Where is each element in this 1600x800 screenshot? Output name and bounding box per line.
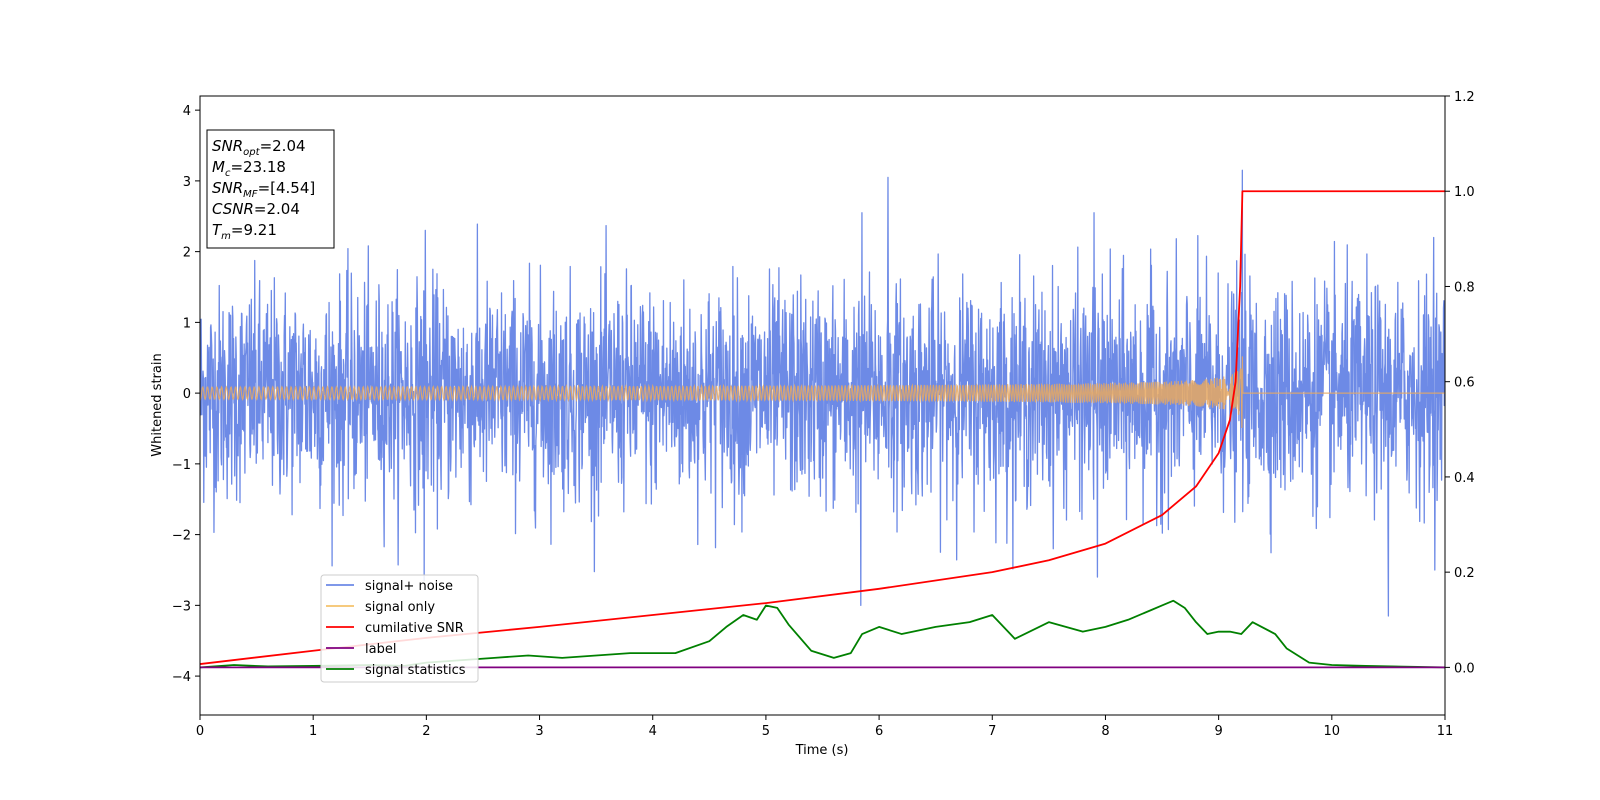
x-tick-label: 1	[309, 724, 317, 739]
legend-label: label	[365, 642, 396, 657]
series-cumulative-snr-line	[200, 190, 1445, 665]
legend-label: signal+ noise	[365, 579, 453, 594]
legend-label: cumilative SNR	[365, 621, 464, 636]
y-left-tick-label: 0	[183, 387, 191, 402]
legend-label: signal only	[365, 600, 435, 615]
series-signal-only-line	[200, 356, 1445, 429]
y-axis-left: −4 −3 −2 −1 0 1 2 3 4	[172, 104, 200, 685]
x-tick-label: 8	[1101, 724, 1109, 739]
x-tick-label: 0	[196, 724, 204, 739]
x-axis: 0 1 2 3 4 5 6 7 8 9 10 11	[196, 715, 1453, 739]
annotation-line: CSNR=2.04	[212, 200, 300, 218]
y-left-tick-label: 3	[183, 175, 191, 190]
x-tick-label: 4	[649, 724, 657, 739]
annotation-box-frame	[206, 129, 335, 249]
y-right-tick-label: 0.4	[1454, 471, 1475, 486]
x-tick-label: 9	[1214, 724, 1222, 739]
y-right-tick-label: 1.2	[1454, 90, 1475, 105]
legend: signal+ noise signal only cumilative SNR la…	[320, 574, 479, 683]
y-left-tick-label: 4	[183, 104, 191, 119]
y-left-tick-label: −1	[172, 458, 191, 473]
x-tick-label: 6	[875, 724, 883, 739]
x-tick-label: 2	[422, 724, 430, 739]
annotation-line: Tm=9.21	[212, 221, 277, 242]
annotation-line: SNRMF=[4.54]	[212, 179, 315, 200]
series-signal-statistics-line	[200, 599, 1445, 669]
y-axis-title: Whitened strain	[150, 353, 165, 456]
y-axis-right: 0.0 0.2 0.4 0.6 0.8 1.0 1.2	[1445, 90, 1475, 676]
y-right-tick-label: 0.0	[1454, 661, 1475, 676]
y-right-tick-label: 0.6	[1454, 376, 1475, 391]
annotation-line: Mc=23.18	[212, 158, 286, 179]
legend-frame	[320, 574, 479, 683]
x-tick-label: 7	[988, 724, 996, 739]
y-left-tick-label: 1	[183, 316, 191, 331]
y-right-tick-label: 1.0	[1454, 185, 1475, 200]
x-tick-label: 3	[535, 724, 543, 739]
annotation-line: SNRopt=2.04	[212, 137, 306, 158]
y-left-tick-label: −3	[172, 599, 191, 614]
x-tick-label: 10	[1324, 724, 1341, 739]
x-tick-label: 5	[762, 724, 770, 739]
legend-label: signal statistics	[365, 663, 466, 678]
y-right-tick-label: 0.8	[1454, 280, 1475, 295]
x-tick-label: 11	[1437, 724, 1454, 739]
y-right-tick-label: 0.2	[1454, 566, 1475, 581]
axes-frame	[199, 95, 1446, 716]
y-left-tick-label: −4	[172, 670, 191, 685]
annotation-box: SNRopt=2.04Mc=23.18SNRMF=[4.54]CSNR=2.04…	[206, 129, 335, 249]
y-left-tick-label: 2	[183, 246, 191, 261]
x-axis-title: Time (s)	[795, 743, 849, 758]
y-left-tick-label: −2	[172, 529, 191, 544]
